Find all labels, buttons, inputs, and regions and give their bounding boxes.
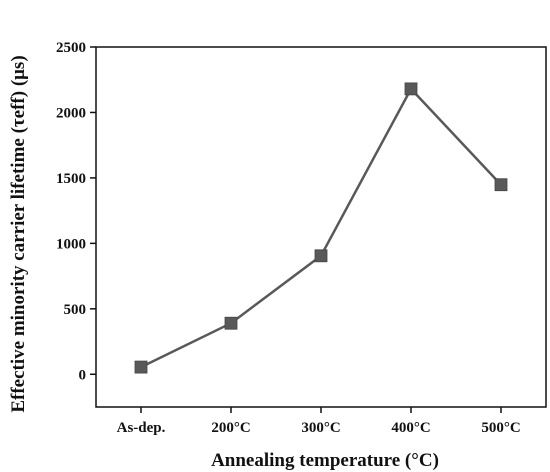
plot-area: 0 500 1000 1500 2000 2500 As-dep. 200°C 300°C 400… <box>56 40 547 436</box>
data-point-marker <box>314 249 328 263</box>
y-tick-label: 1500 <box>56 171 86 187</box>
x-axis-title: Annealing temperature (°C) <box>211 450 439 471</box>
x-tick-label: As-dep. <box>117 420 166 436</box>
data-point-marker <box>224 316 238 330</box>
y-tick-label: 1000 <box>56 236 86 252</box>
x-tick-label: 500°C <box>481 420 520 436</box>
y-tick-label: 0 <box>79 367 87 383</box>
y-tick-label: 2000 <box>56 105 86 121</box>
y-tick-label: 500 <box>64 302 87 318</box>
x-tick-label: 400°C <box>391 420 430 436</box>
y-axis-title: Effective minority carrier lifetime (τef… <box>8 55 29 412</box>
x-tick-label: 300°C <box>301 420 340 436</box>
data-point-marker <box>134 360 148 374</box>
data-point-marker <box>404 82 418 96</box>
plot-frame <box>95 46 547 408</box>
x-tick-label: 200°C <box>211 420 250 436</box>
series-line <box>140 86 502 369</box>
y-tick-label: 2500 <box>56 40 86 56</box>
data-point-marker <box>494 178 508 192</box>
